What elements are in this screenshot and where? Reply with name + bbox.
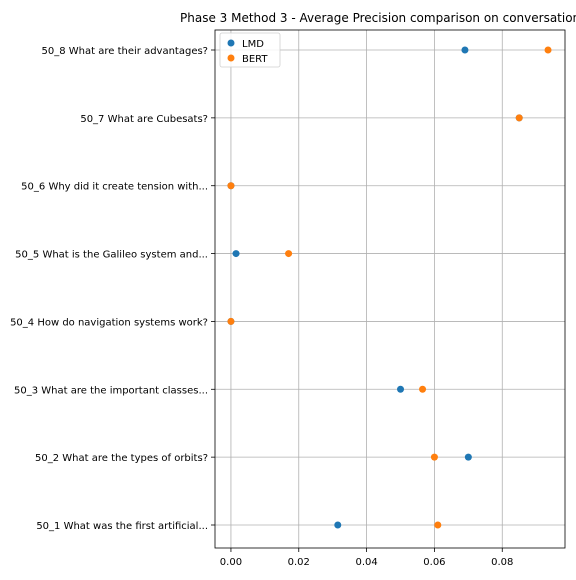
legend-marker: [227, 39, 235, 47]
plot-frame: [214, 29, 566, 549]
y-tick-label: 50_3 What are the important classes...: [14, 385, 208, 396]
point-bert: [515, 114, 523, 122]
point-lmd: [397, 385, 405, 393]
legend-label: LMD: [242, 39, 264, 50]
data-points: [227, 46, 552, 529]
point-lmd: [334, 521, 342, 529]
point-bert: [419, 385, 427, 393]
point-bert: [227, 182, 235, 190]
x-tick-label: 0.08: [491, 557, 513, 568]
y-tick-label: 50_4 How do navigation systems work?: [10, 317, 208, 328]
chart-title: Phase 3 Method 3 - Average Precision com…: [180, 11, 576, 25]
point-lmd: [232, 250, 240, 258]
legend-box: [219, 32, 281, 68]
y-tick-label: 50_8 What are their advantages?: [42, 46, 208, 57]
point-lmd: [461, 46, 469, 54]
point-bert: [285, 250, 293, 258]
point-bert: [227, 317, 235, 325]
x-tick-label: 0.00: [220, 557, 242, 568]
legend[interactable]: LMD BERT: [219, 32, 281, 68]
axes: 0.00 0.02 0.04 0.06 0.08 50_1 What was the fi…: [10, 29, 566, 568]
point-lmd: [464, 453, 472, 461]
x-tick-label: 0.04: [355, 557, 377, 568]
y-tick-label: 50_7 What are Cubesats?: [80, 114, 208, 125]
legend-marker: [227, 54, 235, 62]
x-tick-label: 0.06: [423, 557, 445, 568]
y-tick-label: 50_1 What was the first artificial...: [36, 521, 208, 532]
x-tick-label: 0.02: [288, 557, 310, 568]
point-bert: [544, 46, 552, 54]
y-tick-label: 50_5 What is the Galileo system and...: [15, 250, 208, 261]
y-tick-label: 50_6 Why did it create tension with...: [21, 182, 208, 193]
point-bert: [430, 453, 438, 461]
legend-label: BERT: [242, 54, 268, 65]
grid-lines: [215, 30, 565, 548]
y-tick-label: 50_2 What are the types of orbits?: [35, 453, 208, 464]
point-bert: [434, 521, 442, 529]
